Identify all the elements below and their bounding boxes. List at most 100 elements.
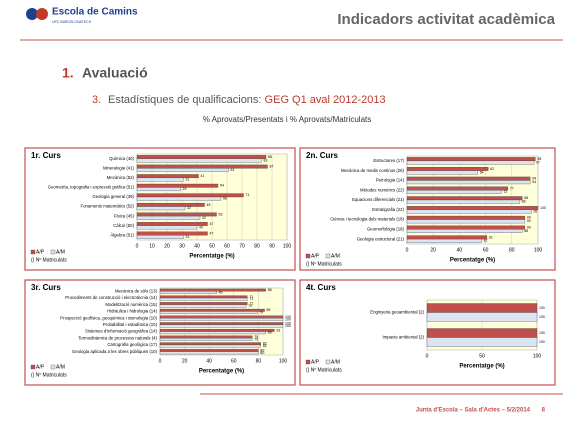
note: () Nº Matriculats [306,367,342,373]
legend-label: A/P [36,249,45,255]
chart-title: 2n. Curs [306,151,339,160]
bar [159,311,258,315]
data-label: 80 [260,351,264,355]
x-tick-label: 100 [283,243,292,249]
category-label: Geometria, topografia i expressió gràfic… [48,185,135,190]
bar [159,322,284,325]
category-label: Mètodes numèrics (22) [360,187,405,192]
x-tick-label: 80 [254,243,260,249]
data-label: 90 [527,219,531,223]
x-axis-label: Percentatge (%) [199,369,244,375]
data-label: 100 [539,315,545,319]
category-label: Modelització numèrica (15) [105,302,157,307]
bar [426,312,538,322]
legend-swatch [30,249,36,255]
category-label: Estructures (17) [373,158,404,163]
category-label: Geomorfologia (18) [367,226,405,231]
chart-title: 3r. Curs [31,283,61,292]
category-label: Termodinàmica de processos naturals (4) [78,335,157,340]
bar [406,170,478,175]
data-label: 75 [254,335,258,339]
data-label: 86 [268,288,272,292]
bar [136,164,268,169]
category-label: Geologia general (39) [92,194,134,199]
bar [159,297,248,301]
bar [159,328,275,332]
bar [406,199,520,204]
data-label: 61 [489,235,493,239]
x-tick-label: 40 [457,247,463,253]
x-tick-label: 20 [164,243,170,249]
x-tick-label: 40 [194,243,200,249]
data-label: 98 [537,157,541,161]
data-label: 100 [285,317,291,321]
item-label: Estadístiques de qualificacions: [108,94,261,106]
section-number: 1. [62,65,74,81]
x-tick-label: 60 [483,247,489,253]
bar [406,219,526,224]
data-label: 54 [220,184,224,188]
bar [159,302,248,305]
bar [406,225,526,230]
bar [136,183,219,188]
data-label: 90 [527,216,531,220]
bar [406,235,488,240]
bar [136,222,208,226]
x-axis-label: Percentatge (%) [189,254,234,260]
bar [426,303,538,313]
bar [159,344,262,348]
legend-swatch [50,364,56,370]
data-label: 94 [532,177,536,181]
legend-label: A/P [311,253,320,259]
bar [406,209,532,214]
data-label: 47 [210,231,214,235]
bar [136,231,208,236]
data-label: 71 [246,193,250,197]
category-label: Mecànica (52) [107,175,135,180]
data-label: 56 [223,197,227,201]
category-label: Probabilitat i estadística (10) [103,322,158,327]
data-label: 86 [268,331,272,335]
x-tick-label: 60 [231,358,237,364]
subtitle: % Aprovats/Presentats i % Aprovats/Matri… [203,115,372,124]
bar [406,238,482,243]
data-label: 71 [249,295,253,299]
legend-swatch [325,359,331,365]
data-label: 42 [202,216,206,220]
x-tick-label: 90 [269,243,275,249]
legend-label: A/M [331,359,340,365]
bar [159,324,284,328]
x-tick-label: 100 [279,358,288,364]
note: () Nº Matriculats [306,261,342,267]
legend-swatch [325,253,331,259]
data-label: 57 [484,239,488,243]
bar [159,338,253,341]
note: () Nº Matriculats [31,257,67,263]
data-label: 97 [536,161,540,165]
bar [426,337,538,347]
x-tick-label: 20 [182,358,188,364]
bar [136,177,184,182]
data-label: 45 [207,203,211,207]
data-label: 88 [524,196,528,200]
category-label: Estratigrafia (22) [372,207,404,212]
category-label: Enginyeria geoambiental (2) [370,310,424,315]
bar [136,193,244,198]
bar [406,176,531,181]
x-tick-label: 50 [209,243,215,249]
data-label: 47 [210,222,214,226]
bar [159,349,259,352]
category-label: Geologia aplicada a les obres públiques … [72,349,158,354]
item-number: 3. [92,94,101,106]
logo-icon [26,8,38,20]
x-axis-label: Percentatge (%) [459,364,504,370]
data-label: 61 [231,168,235,172]
category-label: Procediments de construcció i electrotèc… [65,295,157,300]
item-text: Estadístiques de qualificacions: GEG Q1 … [108,94,386,106]
category-label: Física (45) [114,213,135,218]
data-label: 86 [268,155,272,159]
x-tick-label: 100 [533,353,542,359]
bar [406,166,489,171]
chart-title: 4t. Curs [306,283,336,292]
